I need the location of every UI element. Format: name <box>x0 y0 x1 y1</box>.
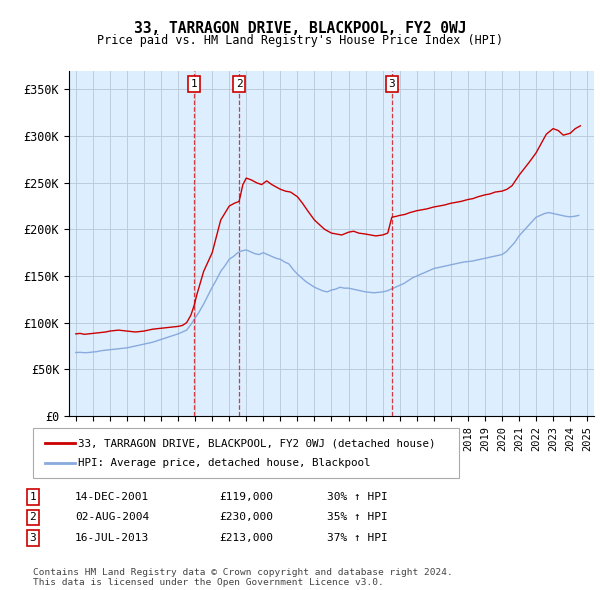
Text: £119,000: £119,000 <box>219 492 273 502</box>
Text: 1: 1 <box>191 79 197 89</box>
Text: 30% ↑ HPI: 30% ↑ HPI <box>327 492 388 502</box>
Text: 16-JUL-2013: 16-JUL-2013 <box>75 533 149 543</box>
Text: 33, TARRAGON DRIVE, BLACKPOOL, FY2 0WJ (detached house): 33, TARRAGON DRIVE, BLACKPOOL, FY2 0WJ (… <box>78 438 436 448</box>
Text: 3: 3 <box>29 533 37 543</box>
Text: 2: 2 <box>236 79 242 89</box>
Text: HPI: Average price, detached house, Blackpool: HPI: Average price, detached house, Blac… <box>78 458 371 467</box>
Text: 2: 2 <box>29 513 37 522</box>
Text: 02-AUG-2004: 02-AUG-2004 <box>75 513 149 522</box>
Text: 1: 1 <box>29 492 37 502</box>
Text: 3: 3 <box>388 79 395 89</box>
Text: 35% ↑ HPI: 35% ↑ HPI <box>327 513 388 522</box>
Text: 33, TARRAGON DRIVE, BLACKPOOL, FY2 0WJ: 33, TARRAGON DRIVE, BLACKPOOL, FY2 0WJ <box>134 21 466 35</box>
Text: £230,000: £230,000 <box>219 513 273 522</box>
Text: 37% ↑ HPI: 37% ↑ HPI <box>327 533 388 543</box>
Text: Price paid vs. HM Land Registry's House Price Index (HPI): Price paid vs. HM Land Registry's House … <box>97 34 503 47</box>
Text: £213,000: £213,000 <box>219 533 273 543</box>
Text: Contains HM Land Registry data © Crown copyright and database right 2024.
This d: Contains HM Land Registry data © Crown c… <box>33 568 453 587</box>
Text: 14-DEC-2001: 14-DEC-2001 <box>75 492 149 502</box>
